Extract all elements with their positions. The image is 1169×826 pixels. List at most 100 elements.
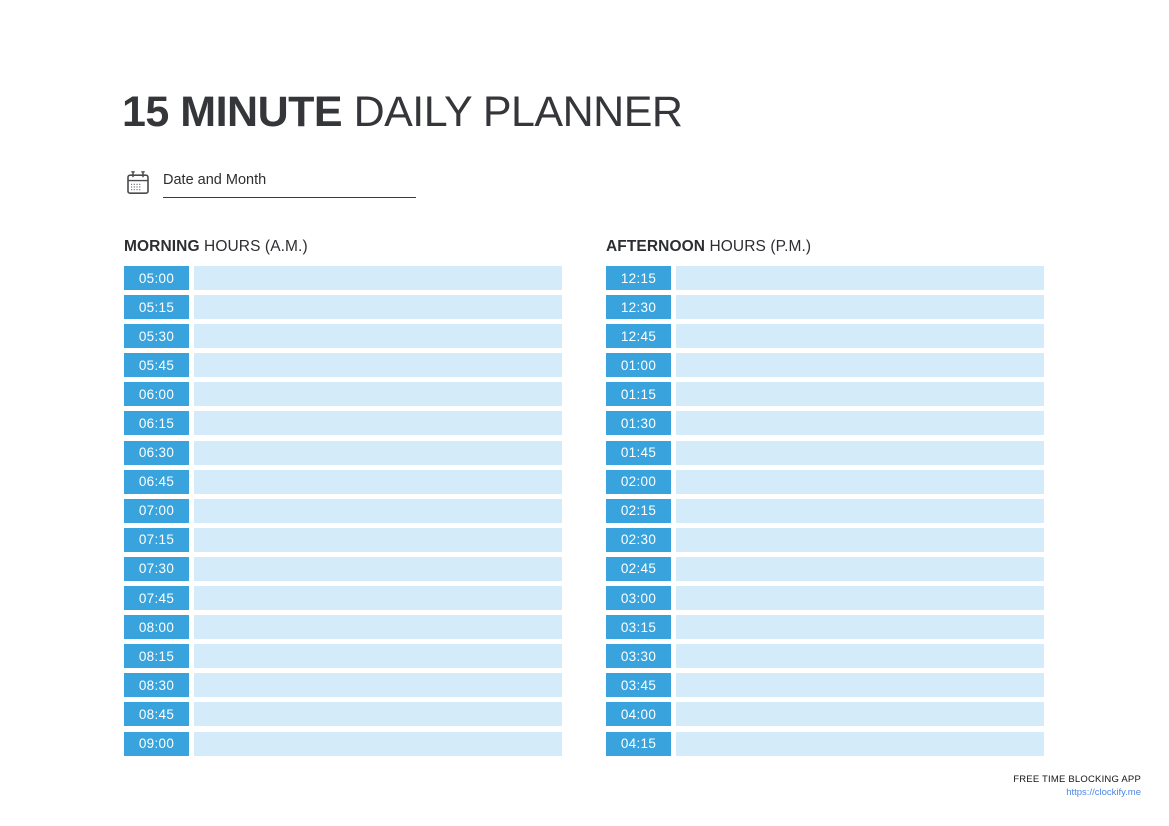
time-slot-field[interactable] [676,586,1044,611]
time-slot-row: 02:15 [606,498,1044,523]
time-slot-field[interactable] [194,266,562,290]
time-chip: 02:45 [606,556,671,581]
time-chip: 01:45 [606,440,671,465]
time-slot-field[interactable] [676,440,1044,465]
time-slot-field[interactable] [194,702,562,727]
time-slot-row: 04:00 [606,702,1044,727]
time-slot-row: 07:30 [124,556,562,581]
time-slot-field[interactable] [676,498,1044,523]
time-chip: 07:00 [124,498,189,523]
time-slot-row: 09:00 [124,731,562,756]
time-slot-row: 02:45 [606,556,1044,581]
time-chip: 04:00 [606,702,671,727]
time-chip: 08:15 [124,644,189,669]
time-slot-field[interactable] [194,556,562,581]
time-slot-field[interactable] [194,353,562,378]
time-slot-row: 01:15 [606,382,1044,407]
time-chip: 05:00 [124,266,189,290]
time-slot-field[interactable] [194,586,562,611]
time-slot-row: 04:15 [606,731,1044,756]
page-footer: FREE TIME BLOCKING APP https://clockify.… [1013,773,1141,799]
time-chip: 07:30 [124,556,189,581]
time-chip: 08:00 [124,615,189,640]
page-title-emphasis: 15 MINUTE [122,88,343,136]
time-slot-row: 07:45 [124,586,562,611]
time-slot-field[interactable] [194,673,562,698]
time-chip: 02:15 [606,498,671,523]
time-slot-field[interactable] [194,498,562,523]
time-slot-row: 02:30 [606,527,1044,552]
time-slot-field[interactable] [676,411,1044,436]
afternoon-rows: 12:15 12:30 12:45 01:00 01:15 01:30 01:4… [606,266,1044,756]
time-chip: 01:00 [606,353,671,378]
morning-header-rest: HOURS (A.M.) [204,238,308,255]
time-slot-field[interactable] [194,411,562,436]
time-slot-row: 06:00 [124,382,562,407]
time-slot-field[interactable] [194,527,562,552]
time-slot-row: 01:30 [606,411,1044,436]
time-chip: 05:30 [124,324,189,349]
time-slot-row: 03:15 [606,615,1044,640]
time-slot-field[interactable] [194,295,562,320]
time-slot-field[interactable] [194,440,562,465]
time-slot-field[interactable] [676,644,1044,669]
time-chip: 04:15 [606,731,671,756]
time-slot-field[interactable] [676,295,1044,320]
time-slot-row: 06:30 [124,440,562,465]
time-slot-row: 03:30 [606,644,1044,669]
time-slot-row: 08:30 [124,673,562,698]
time-slot-field[interactable] [194,324,562,349]
time-slot-row: 08:00 [124,615,562,640]
time-slot-row: 01:45 [606,440,1044,465]
time-slot-row: 01:00 [606,353,1044,378]
time-slot-field[interactable] [194,731,562,756]
time-slot-field[interactable] [676,731,1044,756]
time-slot-row: 08:15 [124,644,562,669]
time-slot-row: 12:45 [606,324,1044,349]
morning-column: MORNING HOURS (A.M.) 05:00 05:15 05:30 0… [124,237,562,761]
time-slot-row: 03:00 [606,586,1044,611]
clockify-link[interactable]: https://clockify.me [1066,787,1141,798]
time-chip: 02:30 [606,527,671,552]
time-slot-row: 05:15 [124,295,562,320]
time-slot-row: 07:15 [124,527,562,552]
time-chip: 06:00 [124,382,189,407]
time-slot-field[interactable] [676,673,1044,698]
time-slot-row: 06:45 [124,469,562,494]
time-slot-field[interactable] [676,266,1044,290]
time-slot-field[interactable] [194,644,562,669]
time-slot-field[interactable] [676,702,1044,727]
time-chip: 08:30 [124,673,189,698]
time-slot-field[interactable] [676,615,1044,640]
time-slot-field[interactable] [194,615,562,640]
time-chip: 12:15 [606,266,671,290]
time-slot-field[interactable] [194,469,562,494]
time-slot-field[interactable] [676,324,1044,349]
time-slot-row: 06:15 [124,411,562,436]
footer-app-label: FREE TIME BLOCKING APP [1013,774,1141,785]
time-slot-field[interactable] [676,353,1044,378]
calendar-icon [123,168,153,204]
time-chip: 01:30 [606,411,671,436]
time-chip: 08:45 [124,702,189,727]
time-chip: 07:15 [124,527,189,552]
time-chip: 09:00 [124,731,189,756]
time-slot-row: 12:15 [606,266,1044,290]
time-chip: 12:30 [606,295,671,320]
time-chip: 03:45 [606,673,671,698]
time-slot-field[interactable] [676,382,1044,407]
time-slot-row: 05:00 [124,266,562,290]
time-chip: 05:15 [124,295,189,320]
date-input-line[interactable] [163,197,416,198]
time-chip: 05:45 [124,353,189,378]
time-slot-field[interactable] [676,469,1044,494]
afternoon-header-rest: HOURS (P.M.) [709,238,812,255]
time-slot-field[interactable] [676,527,1044,552]
page-title: 15 MINUTE DAILY PLANNER [122,88,683,136]
morning-column-header: MORNING HOURS (A.M.) [124,237,562,257]
time-chip: 03:00 [606,586,671,611]
time-slot-row: 03:45 [606,673,1044,698]
time-slot-field[interactable] [676,556,1044,581]
time-slot-field[interactable] [194,382,562,407]
